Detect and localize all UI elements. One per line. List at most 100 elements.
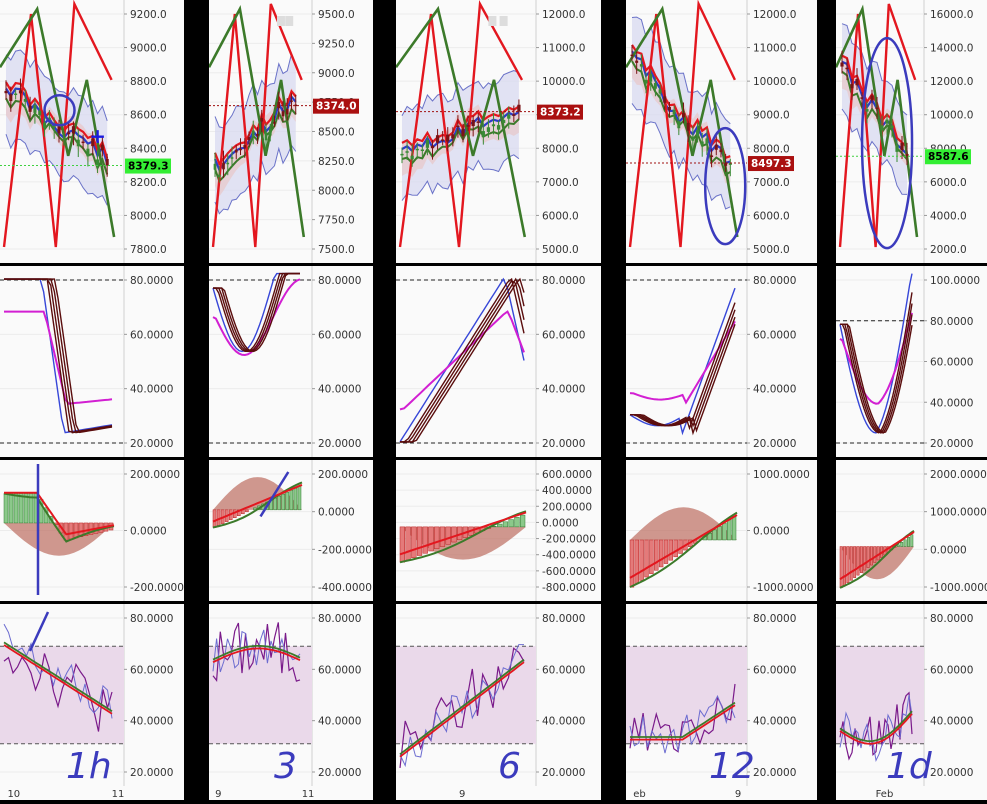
candle-body <box>900 142 904 151</box>
axis-tick-label: 7000.0 <box>753 177 790 189</box>
candle-body <box>415 148 419 151</box>
macd-panel: 200.0000 0.0000 -200.0000 <box>0 460 184 601</box>
toolbar-icon[interactable] <box>488 16 497 26</box>
axis-tick-label: 0.0000 <box>318 507 355 519</box>
candle-body <box>456 125 460 128</box>
candle-body <box>105 158 109 166</box>
rsi-mid-line <box>3 623 113 719</box>
macd-histogram-bar <box>520 514 526 528</box>
ma-blue-line <box>631 50 731 165</box>
axis-tick-label: 60.0000 <box>542 664 585 676</box>
macd-histogram-bar <box>281 493 286 511</box>
axis-tick-label: 600.0000 <box>542 469 592 481</box>
current-price-label-text: 8374.0 <box>316 101 357 113</box>
axis-tick-label: 80.0000 <box>930 613 973 625</box>
bollinger-lower-line <box>5 134 108 206</box>
axis-tick-label: 40.0000 <box>318 384 361 396</box>
toolbar-icon[interactable] <box>285 16 294 26</box>
candle-body <box>9 94 13 102</box>
macd-histogram-bar <box>399 526 405 563</box>
candle-body <box>491 124 496 127</box>
timeframe-annotation: 12 <box>709 746 755 787</box>
current-price-label: 8379.3 <box>125 158 171 174</box>
axis-tick-label: 200.0000 <box>542 501 592 513</box>
axis-tick-label: -800.0000 <box>542 582 596 594</box>
stoch-d-line-4 <box>840 323 913 434</box>
macd-plot-area <box>836 473 924 589</box>
toolbar-icon[interactable] <box>499 16 508 26</box>
macd-panel: 200.0000 0.0000 -200.0000 -400.0000 <box>209 460 373 601</box>
candle-body <box>850 83 854 89</box>
stoch-panel: 80.0000 60.0000 40.0000 20.0000 <box>396 266 601 457</box>
macd-histogram-bar <box>863 546 867 571</box>
candle-body <box>686 122 690 131</box>
macd-histogram-bar <box>237 509 241 516</box>
candle-body <box>865 109 869 112</box>
candle-body <box>486 127 491 132</box>
axis-tick-label: 9500.0 <box>318 9 355 21</box>
axis-tick-label: 40.0000 <box>542 716 585 728</box>
rsi-mid-line <box>399 644 524 768</box>
axis-tick-label: 6000.0 <box>753 210 790 222</box>
axis-tick-label: 11000.0 <box>753 43 796 55</box>
axis-tick-label: 8000.0 <box>542 143 579 155</box>
candle-body <box>43 122 47 129</box>
candle-body <box>217 174 221 178</box>
stoch-d-line-4 <box>213 272 300 353</box>
bollinger-lower-line <box>214 144 297 215</box>
stoch-panel-bg <box>396 266 601 457</box>
stoch-d-line-3 <box>840 314 913 434</box>
axis-tick-label: 1000.0000 <box>930 507 987 519</box>
rsi-signal-line <box>399 658 525 755</box>
time-axis-label: 9 <box>215 789 221 800</box>
stoch-plot-area <box>626 279 747 444</box>
candle-body <box>630 54 634 57</box>
axis-tick-label: 40.0000 <box>130 716 173 728</box>
axis-tick-label: 4000.0 <box>930 210 967 222</box>
candle-body <box>658 89 662 94</box>
axis-tick-label: 80.0000 <box>318 613 361 625</box>
macd-histogram-bar <box>18 493 24 524</box>
macd-histogram-bar <box>658 539 664 568</box>
bollinger-upper-line <box>214 52 297 129</box>
candle-body <box>239 148 242 151</box>
bollinger-lower-line <box>631 103 731 210</box>
macd-histogram-bar <box>731 516 737 541</box>
stoch-slow-line <box>839 312 913 405</box>
stoch-d-line-3 <box>213 272 300 353</box>
time-axis-label: 10 <box>7 789 20 800</box>
timeframe-annotation: 1h <box>66 746 112 787</box>
toolbar-icon[interactable] <box>276 16 285 26</box>
axis-tick-label: 60.0000 <box>318 664 361 676</box>
candle-body <box>91 138 95 147</box>
axis-tick-label: 200.0000 <box>130 469 180 481</box>
macd-histogram-bar <box>289 489 294 511</box>
price-plot-area <box>396 0 536 250</box>
current-price-label: 8497.3 <box>748 156 794 172</box>
candle-body <box>405 151 409 153</box>
macd-histogram-bar <box>405 526 411 561</box>
axis-tick-label: 40.0000 <box>930 397 973 409</box>
candle-body <box>705 138 709 144</box>
stoch-d-line-3 <box>630 316 736 436</box>
candle-body <box>256 134 259 136</box>
zigzag-red-line <box>2 0 113 248</box>
zigzag-green-line <box>209 5 306 238</box>
axis-tick-label: 14000.0 <box>930 43 973 55</box>
macd-histogram-bar <box>712 529 717 541</box>
candle-body <box>234 149 238 153</box>
candle-body <box>870 95 874 101</box>
axis-tick-label: 7800.0 <box>130 244 167 256</box>
annotation-circle <box>43 94 76 127</box>
axis-tick-label: -400.0000 <box>318 582 372 594</box>
macd-histogram-bar <box>277 495 282 511</box>
candle-body <box>639 64 643 67</box>
macd-histogram-bar <box>502 521 509 528</box>
axis-tick-label: 2000.0 <box>930 244 967 256</box>
stoch-plot-area <box>836 273 924 444</box>
candle-body <box>230 157 234 159</box>
axis-tick-label: 60.0000 <box>930 664 973 676</box>
rsi-fast-line <box>399 647 525 768</box>
zigzag-green-line <box>0 5 116 238</box>
